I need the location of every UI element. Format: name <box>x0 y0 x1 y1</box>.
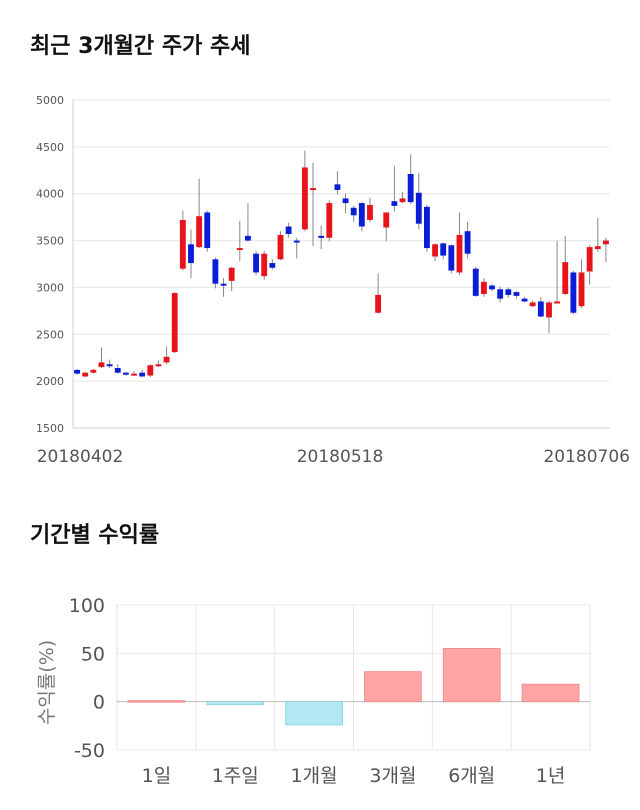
candle-body <box>212 259 219 284</box>
candle-body <box>122 372 129 375</box>
candle-body <box>594 246 601 250</box>
candle-body <box>220 283 227 286</box>
candle-body <box>375 294 382 313</box>
candle-body <box>358 203 365 227</box>
candle-body <box>114 368 121 373</box>
candle-body <box>554 301 561 304</box>
candle-body <box>179 219 186 269</box>
candle-body <box>497 289 504 299</box>
candle-body <box>253 253 259 273</box>
price-candlestick-chart: 1500 2000 2500 3000 3500 4000 4500 5000 20180402… <box>36 94 630 467</box>
candle-body <box>131 373 137 376</box>
candle-body <box>472 268 479 296</box>
y-tick-label: -50 <box>74 740 105 762</box>
candle-body <box>236 248 243 251</box>
candle-body <box>269 263 276 268</box>
candle-body <box>277 234 284 260</box>
candle-body <box>415 192 422 224</box>
candle-body <box>285 226 292 235</box>
y-tick-label: 3500 <box>36 235 64 248</box>
candle-body <box>204 212 211 249</box>
y-tick-label: 2000 <box>36 375 64 388</box>
price-chart-title: 최근 3개월간 주가 추세 <box>30 34 251 59</box>
candle-body <box>310 188 316 191</box>
bar <box>364 671 422 703</box>
x-tick-label: 20180706 <box>543 447 630 467</box>
bar <box>442 648 501 703</box>
y-tick-label: 100 <box>69 595 105 617</box>
x-tick-label: 3개월 <box>369 765 416 787</box>
candle-body <box>163 356 170 363</box>
x-tick-label: 20180402 <box>37 447 124 467</box>
candle-body <box>440 243 447 256</box>
candle-body <box>147 365 154 376</box>
candle-body <box>350 207 357 216</box>
candle-body <box>293 240 300 243</box>
candle-body <box>196 216 203 248</box>
candle-body <box>334 184 341 190</box>
candle-body <box>562 262 569 294</box>
candle-body <box>513 292 520 296</box>
bar <box>127 700 186 703</box>
x-tick-label: 1년 <box>536 765 566 787</box>
candle-body <box>505 289 512 295</box>
candle-body <box>301 167 308 230</box>
candle-body <box>171 293 178 353</box>
candle-body <box>261 253 268 277</box>
candle-body <box>546 302 552 318</box>
candle-body <box>432 244 438 257</box>
candle-body <box>188 244 194 264</box>
y-tick-label: 4000 <box>36 188 64 201</box>
y-tick-label: 50 <box>81 643 105 665</box>
candle-body <box>464 231 471 254</box>
candle-body <box>82 372 89 377</box>
candle-body <box>424 206 430 249</box>
x-tick-label: 1일 <box>142 765 172 787</box>
candle-body <box>74 369 80 374</box>
candle-body <box>570 272 577 313</box>
bar <box>285 701 343 726</box>
candle-body <box>448 245 455 271</box>
x-tick-label: 6개월 <box>448 765 495 787</box>
return-chart-title: 기간별 수익률 <box>30 523 160 548</box>
candle-body <box>245 235 251 241</box>
candle-body <box>90 369 97 373</box>
candle-body <box>391 201 398 206</box>
y-axis-label: 수익률(%) <box>36 640 58 725</box>
candle-body <box>106 364 113 367</box>
candle-body <box>529 302 536 307</box>
bar <box>206 701 265 706</box>
y-tick-label: 5000 <box>36 94 64 107</box>
x-tick-label: 20180518 <box>297 447 384 467</box>
candle-body <box>586 247 593 272</box>
candle-body <box>456 234 463 273</box>
candle-body <box>98 362 105 368</box>
candle-body <box>537 301 544 317</box>
candle-body <box>407 174 414 203</box>
y-tick-label: 3000 <box>36 281 64 294</box>
candle-body <box>139 372 146 377</box>
candle-body <box>603 240 609 245</box>
candle-body <box>383 212 390 228</box>
x-tick-label: 1주일 <box>212 765 259 787</box>
y-tick-label: 1500 <box>36 422 64 435</box>
candle-body <box>228 267 235 281</box>
candle-body <box>342 198 349 204</box>
y-tick-label: 2500 <box>36 328 64 341</box>
candle-body <box>399 198 406 203</box>
candle-body <box>155 364 162 367</box>
candle-body <box>480 281 487 294</box>
candle-body <box>578 272 585 307</box>
y-tick-label: 4500 <box>36 141 64 154</box>
bar <box>521 683 580 703</box>
candle-body <box>521 298 528 302</box>
candle-body <box>489 285 495 290</box>
candle-body <box>367 204 373 220</box>
candle-body <box>318 235 325 238</box>
candle-body <box>326 203 333 238</box>
y-tick-label: 0 <box>93 692 105 714</box>
x-tick-label: 1개월 <box>291 765 338 787</box>
